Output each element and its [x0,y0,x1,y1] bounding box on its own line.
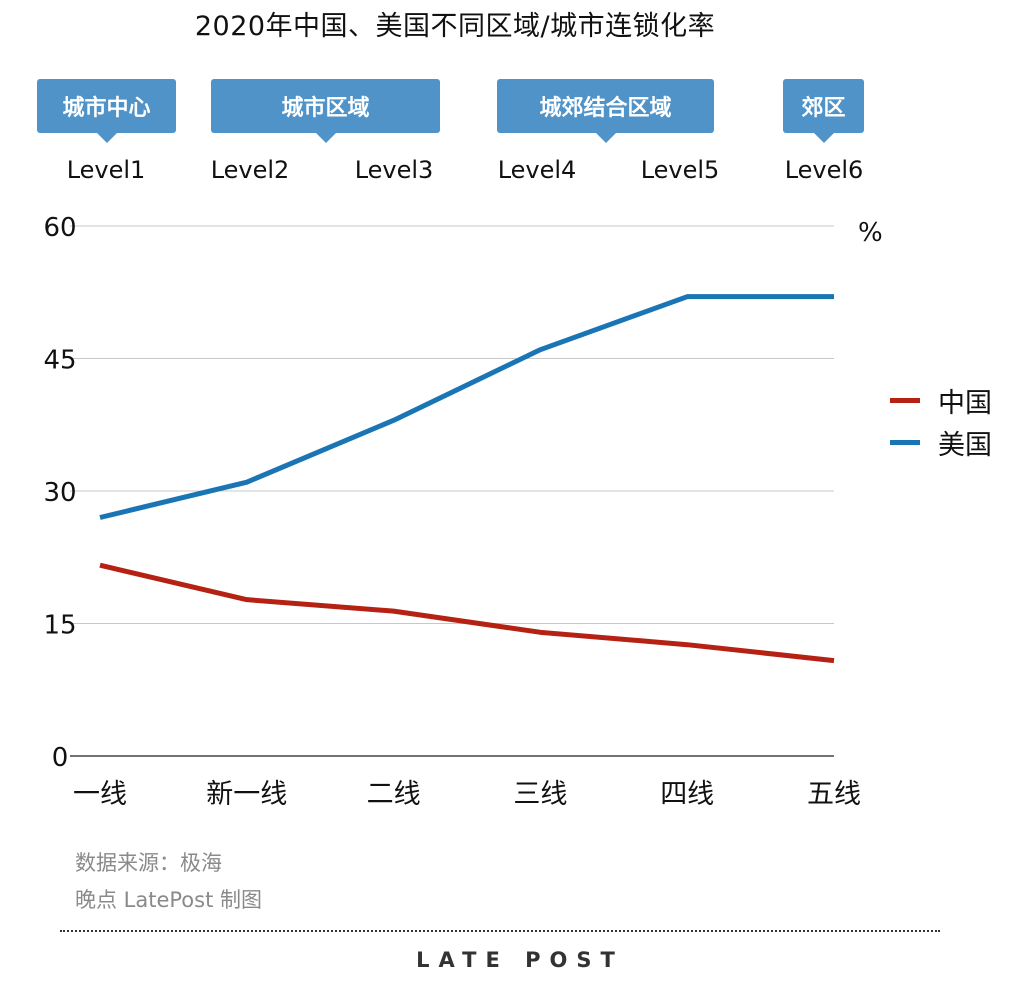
level-label-6: Level6 [784,156,864,184]
x-tick-label: 二线 [367,779,421,810]
legend-label-china: 中国 [938,388,992,419]
series-line-usa [99,294,834,520]
zone-label-city-center: 城市中心 [37,79,176,143]
legend-label-usa: 美国 [938,430,992,461]
legend-swatch-usa [890,440,920,445]
level-label-1: Level1 [66,156,146,184]
level-label-2: Level2 [210,156,290,184]
y-axis-unit: % [858,218,883,248]
credit-note: 晚点 LatePost 制图 [75,888,263,912]
zone-label-suburb: 郊区 [783,79,864,143]
level-label-3: Level3 [354,156,434,184]
legend-swatch-china [890,398,920,403]
data-source-note: 数据来源：极海 [75,851,222,875]
zone-label-suburban-fringe: 城郊结合区域 [497,79,714,143]
zone-label-city-area: 城市区域 [211,79,440,143]
x-tick-label: 新一线 [206,779,287,810]
level-label-5: Level5 [640,156,720,184]
y-tick-label: 45 [43,346,76,376]
x-tick-label: 三线 [513,779,567,810]
y-tick-label: 0 [52,743,69,773]
x-tick-label: 四线 [660,779,714,810]
y-tick-label: 60 [43,213,76,243]
brand-logo: LATE POST [416,948,624,972]
series-line-china [99,562,835,664]
y-tick-label: 15 [43,611,76,641]
level-label-4: Level4 [497,156,577,184]
legend-item-china: 中国 [890,381,992,420]
chart-title: 2020年中国、美国不同区域/城市连锁化率 [194,11,716,42]
legend-item-usa: 美国 [890,423,992,462]
y-tick-label: 30 [43,478,76,508]
x-tick-label: 一线 [73,779,127,810]
x-tick-label: 五线 [807,779,861,810]
dotted-divider [60,930,940,932]
